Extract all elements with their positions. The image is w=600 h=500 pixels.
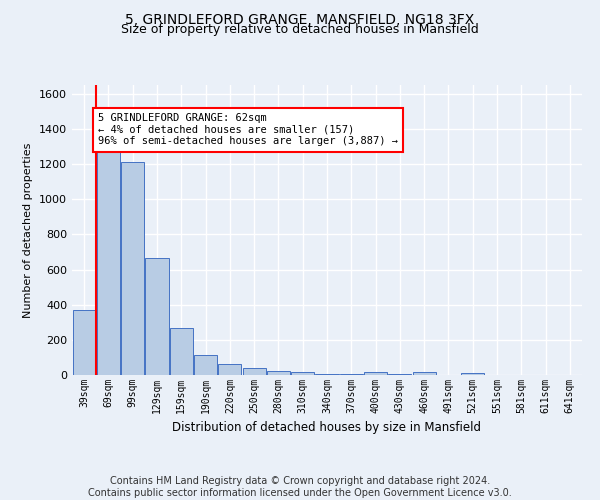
Bar: [461, 372, 484, 375]
Bar: [121, 162, 144, 375]
Text: 5, GRINDLEFORD GRANGE, MANSFIELD, NG18 3FX: 5, GRINDLEFORD GRANGE, MANSFIELD, NG18 3…: [125, 12, 475, 26]
Bar: [97, 152, 120, 375]
Bar: [413, 372, 436, 375]
Y-axis label: Number of detached properties: Number of detached properties: [23, 142, 34, 318]
Bar: [242, 368, 266, 375]
Text: 5 GRINDLEFORD GRANGE: 62sqm
← 4% of detached houses are smaller (157)
96% of sem: 5 GRINDLEFORD GRANGE: 62sqm ← 4% of deta…: [98, 113, 398, 146]
Text: Size of property relative to detached houses in Mansfield: Size of property relative to detached ho…: [121, 22, 479, 36]
Bar: [170, 328, 193, 375]
Bar: [316, 374, 338, 375]
Bar: [145, 258, 169, 375]
Bar: [388, 374, 412, 375]
Text: Contains HM Land Registry data © Crown copyright and database right 2024.
Contai: Contains HM Land Registry data © Crown c…: [88, 476, 512, 498]
Bar: [267, 371, 290, 375]
Bar: [291, 372, 314, 375]
X-axis label: Distribution of detached houses by size in Mansfield: Distribution of detached houses by size …: [173, 422, 482, 434]
Bar: [340, 374, 363, 375]
Bar: [364, 372, 387, 375]
Bar: [218, 364, 241, 375]
Bar: [73, 310, 95, 375]
Bar: [194, 355, 217, 375]
